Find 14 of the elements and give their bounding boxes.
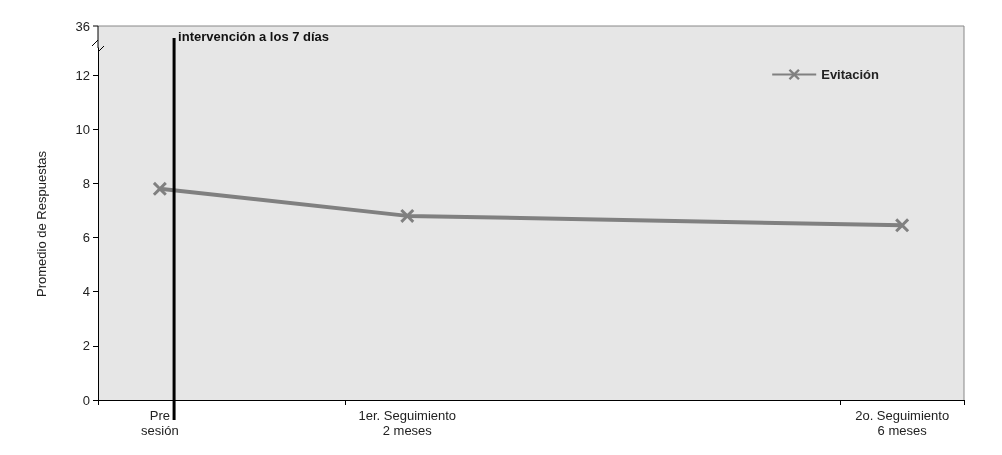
- y-tick-label: 8: [82, 175, 90, 191]
- y-tick-label: 2: [82, 338, 90, 354]
- x-tick-label: 1er. Seguimiento 2 meses: [358, 408, 457, 438]
- legend-label: Evitación: [821, 67, 880, 82]
- y-tick-label: 0: [82, 392, 90, 408]
- text: 36: [75, 18, 90, 34]
- y-tick-label: 10: [75, 121, 90, 137]
- y-tick-label: 6: [82, 230, 90, 246]
- y-tick-label: 12: [75, 67, 90, 83]
- text: intervención a los 7 días: [178, 29, 330, 44]
- x-tick-label: 2o. Seguimiento 6 meses: [855, 408, 950, 438]
- y-axis-title: Promedio de Respuestas: [34, 150, 49, 297]
- x-tick-label: Pre sesión: [141, 408, 179, 438]
- y-tick-label: 4: [82, 284, 90, 300]
